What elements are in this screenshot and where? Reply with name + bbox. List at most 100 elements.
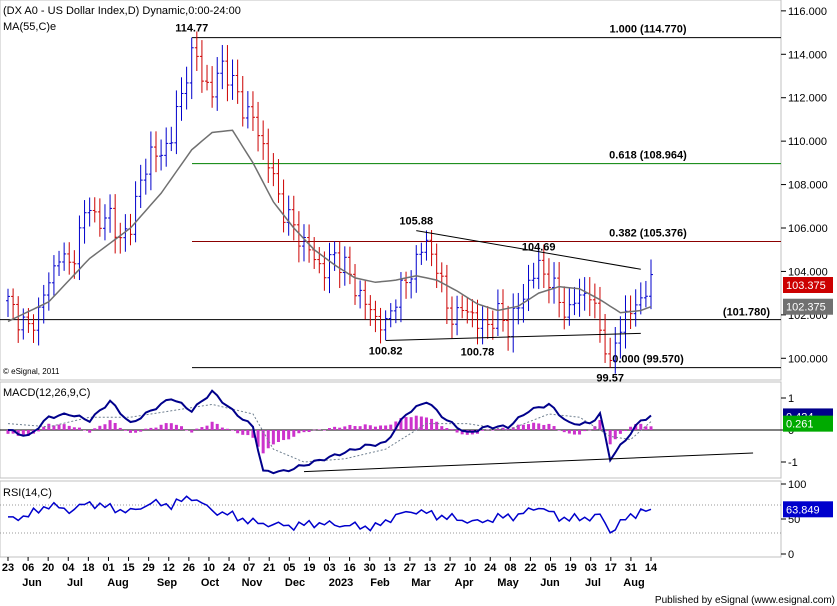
rsi-panel (0, 480, 782, 558)
macd-histogram-bar (521, 424, 525, 430)
date-tick-label: 15 (122, 562, 134, 574)
ohlc-bar (36, 297, 41, 346)
macd-histogram-bar (623, 430, 627, 431)
macd-plot (0, 389, 781, 475)
ohlc-bar (179, 77, 184, 121)
month-label: Feb (370, 577, 390, 589)
ohlc-bar (455, 295, 460, 336)
ohlc-bar (501, 289, 506, 332)
date-tick-label: 26 (183, 562, 195, 574)
fib-label-1.000: 1.000 (114.770) (609, 24, 686, 36)
macd-signal-badge: 0.261 (786, 419, 814, 431)
ohlc-bar (118, 222, 123, 254)
ohlc-bar (470, 299, 475, 328)
ohlc-bar (623, 295, 628, 349)
month-label: Jun (540, 577, 560, 589)
macd-histogram-bar (62, 424, 66, 430)
ohlc-bar (490, 310, 495, 340)
macd-histogram-bar (404, 417, 408, 430)
ohlc-bar (189, 37, 194, 100)
ohlc-bar (506, 305, 511, 351)
macd-histogram-bar (343, 426, 347, 430)
macd-histogram-bar (618, 430, 622, 434)
ohlc-bar (373, 300, 378, 333)
ohlc-bar (210, 66, 215, 108)
macd-histogram-bar (251, 430, 255, 438)
ohlc-bar (102, 204, 107, 241)
fib-label-0.382: 0.382 (105.376) (609, 228, 687, 240)
ohlc-bar (123, 214, 128, 252)
macd-histogram-bar (246, 430, 250, 436)
ohlc-bar (562, 286, 567, 330)
ohlc-bar (383, 310, 388, 341)
macd-histogram-bar (578, 430, 582, 435)
ohlc-bar (220, 44, 225, 90)
macd-histogram-bar (307, 430, 311, 433)
ohlc-bar (184, 66, 189, 110)
macd-histogram-bar (414, 415, 418, 430)
ohlc-bar (342, 246, 347, 286)
date-tick-label: 27 (404, 562, 416, 574)
ohlc-bar (485, 306, 490, 339)
ohlc-bar (169, 126, 174, 152)
rsi-last-badge-bg (783, 501, 833, 518)
macd-histogram-bar (399, 418, 403, 430)
price-plot: 1.000 (114.770) 0.618 (108.964) 0.382 (105… (0, 23, 781, 385)
macd-histogram-bar (358, 426, 362, 430)
month-label: May (497, 577, 519, 589)
month-label: Jul (585, 577, 601, 589)
ohlc-bar (608, 337, 613, 368)
macd-histogram-bar (603, 430, 607, 432)
macd-histogram-bar (83, 430, 87, 431)
month-label: Dec (285, 577, 305, 589)
macd-histogram-bar (276, 430, 280, 442)
ohlc-bar (92, 197, 97, 223)
ohlc-bar (159, 139, 164, 171)
date-tick-label: 19 (565, 562, 577, 574)
macd-histogram-bar (225, 428, 229, 430)
ohlc-bar (261, 120, 266, 160)
date-tick-label: 03 (585, 562, 597, 574)
macd-histogram-bar (394, 421, 398, 430)
macd-histogram-bar (205, 425, 209, 430)
ohlc-bar (358, 280, 363, 309)
macd-histogram-bar (552, 426, 556, 430)
macd-histogram-bar (256, 430, 260, 447)
macd-histogram-bar (593, 426, 597, 430)
ohlc-bar (643, 280, 648, 308)
date-tick-label: 27 (444, 562, 456, 574)
ohlc-bar (393, 299, 398, 324)
ohlc-bar (409, 270, 414, 299)
macd-histogram-bar (629, 426, 633, 430)
ohlc-bar (337, 241, 342, 289)
macd-histogram-bar (190, 430, 194, 433)
price-annotation: 105.88 (399, 216, 433, 228)
date-tick-label: 03 (323, 562, 335, 574)
macd-histogram-bar (134, 430, 138, 433)
date-tick-label: 13 (424, 562, 436, 574)
macd-histogram-bar (562, 430, 566, 433)
date-tick-label: 22 (524, 562, 536, 574)
macd-histogram-bar (88, 430, 92, 433)
macd-histogram-bar (511, 427, 515, 430)
ohlc-bar (67, 242, 72, 275)
ohlc-bar (286, 195, 291, 236)
last-price-badge: 103.375 (786, 280, 826, 292)
ohlc-bar (439, 262, 444, 293)
macd-histogram-bar (11, 430, 15, 434)
ohlc-bar (347, 246, 352, 285)
ma-last-badge: 102.375 (786, 302, 826, 314)
ohlc-bar (531, 262, 536, 289)
ohlc-bar (143, 158, 148, 195)
date-tick-label: 05 (283, 562, 295, 574)
date-tick-label: 10 (203, 562, 215, 574)
ohlc-bar (46, 272, 51, 311)
macd-histogram-bar (409, 417, 413, 430)
price-annotation: 100.78 (461, 346, 495, 358)
month-label: Mar (411, 577, 431, 589)
ohlc-bar (429, 230, 434, 267)
ohlc-bar (546, 258, 551, 304)
ohlc-bar (240, 76, 245, 127)
macd-histogram-bar (430, 418, 434, 430)
macd-histogram-bar (108, 420, 112, 430)
